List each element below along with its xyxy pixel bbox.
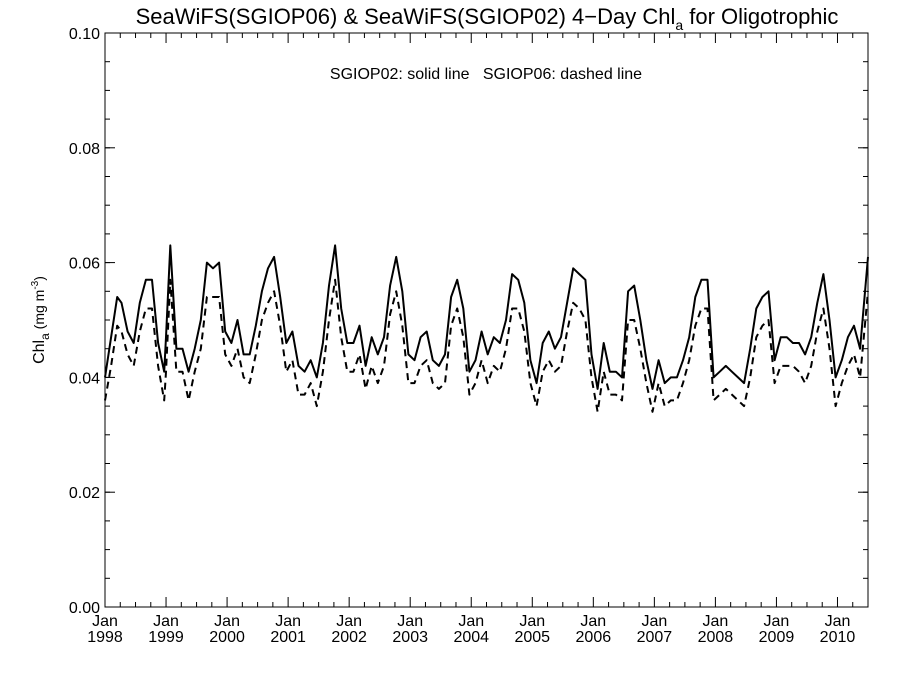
y-axis-ticks: 0.00 0.02 0.04 0.06 0.08 0.10 <box>69 26 868 617</box>
series-line-sgiop02 <box>104 244 869 390</box>
x-tick-month-label: Jan <box>458 613 484 630</box>
x-axis-ticks: Jan1998Jan1999Jan2000Jan2001Jan2002Jan20… <box>87 33 869 646</box>
y-tick-label: 0.04 <box>69 370 100 387</box>
x-tick-month-label: Jan <box>336 613 362 630</box>
x-tick-month-label: Jan <box>641 613 667 630</box>
x-tick-year-label: 2001 <box>270 629 306 646</box>
x-tick-month-label: Jan <box>92 613 118 630</box>
x-tick-year-label: 2003 <box>392 629 428 646</box>
y-axis-label-close: ) <box>31 276 47 281</box>
chart-title: SeaWiFS(SGIOP06) & SeaWiFS(SGIOP02) 4−Da… <box>136 4 839 33</box>
y-tick-label: 0.08 <box>69 141 100 158</box>
x-tick-month-label: Jan <box>519 613 545 630</box>
series-line-sgiop06 <box>104 278 869 413</box>
chart-title-subscript: a <box>675 17 683 33</box>
x-tick-year-label: 2005 <box>514 629 550 646</box>
y-axis-label-units: (mg m <box>31 290 47 334</box>
x-tick-month-label: Jan <box>214 613 240 630</box>
x-tick-year-label: 2007 <box>637 629 673 646</box>
x-tick-year-label: 1999 <box>148 629 184 646</box>
y-axis-label: Chla (mg m-3) <box>30 276 52 364</box>
y-tick-label: 0.00 <box>69 600 100 617</box>
y-axis-label-subscript: a <box>38 333 52 340</box>
y-tick-label: 0.02 <box>69 485 100 502</box>
y-axis-label-superscript: -3 <box>30 280 41 289</box>
x-tick-year-label: 2000 <box>209 629 245 646</box>
x-tick-month-label: Jan <box>397 613 423 630</box>
x-tick-month-label: Jan <box>153 613 179 630</box>
chart-title-suffix: for Oligotrophic <box>683 4 838 29</box>
y-tick-label: 0.10 <box>69 26 100 43</box>
chart-title-main: SeaWiFS(SGIOP06) & SeaWiFS(SGIOP02) 4−Da… <box>136 4 676 29</box>
x-tick-month-label: Jan <box>703 613 729 630</box>
y-axis-label-text: Chl <box>31 340 48 364</box>
x-tick-year-label: 2008 <box>698 629 734 646</box>
series-group <box>104 244 869 413</box>
legend-annotation: SGIOP02: solid line SGIOP06: dashed line <box>330 66 642 83</box>
x-tick-year-label: 2002 <box>331 629 367 646</box>
x-tick-year-label: 1998 <box>87 629 123 646</box>
x-tick-year-label: 2009 <box>759 629 795 646</box>
x-tick-month-label: Jan <box>825 613 851 630</box>
x-tick-month-label: Jan <box>764 613 790 630</box>
x-tick-year-label: 2010 <box>820 629 856 646</box>
x-tick-month-label: Jan <box>580 613 606 630</box>
x-tick-month-label: Jan <box>275 613 301 630</box>
x-tick-year-label: 2006 <box>576 629 612 646</box>
x-tick-year-label: 2004 <box>453 629 489 646</box>
y-tick-label: 0.06 <box>69 256 100 273</box>
